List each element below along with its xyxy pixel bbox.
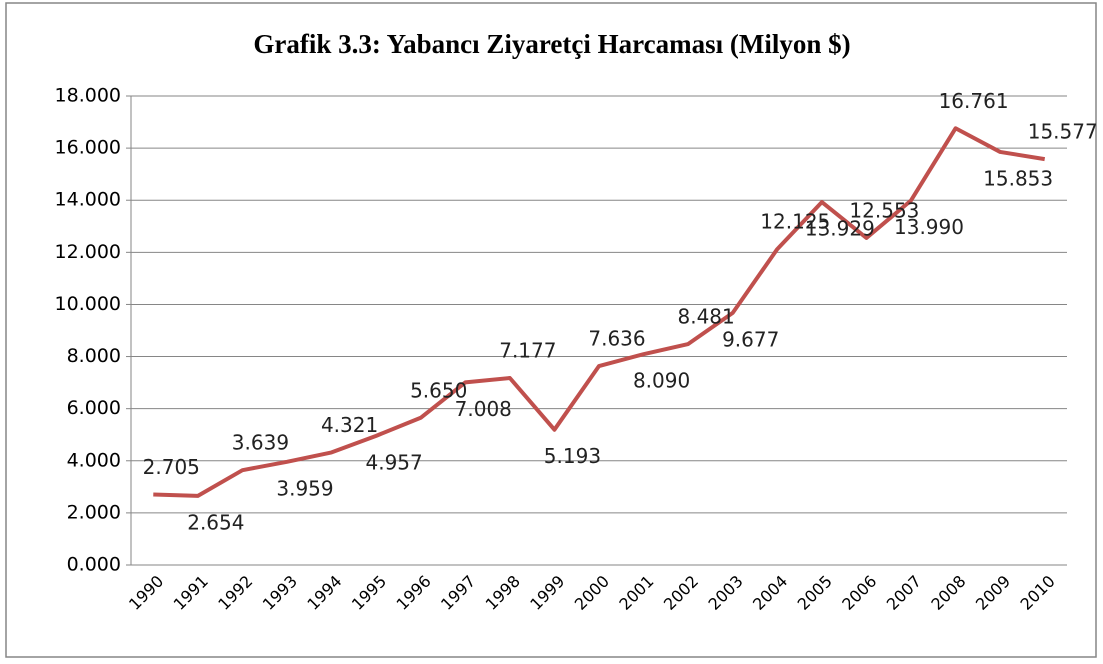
- data-label: 8.090: [633, 369, 690, 393]
- y-tick-label: 14.000: [55, 189, 121, 211]
- y-tick-label: 12.000: [55, 241, 121, 263]
- data-label: 5.650: [410, 378, 467, 402]
- y-tick-label: 16.000: [55, 137, 121, 159]
- data-label: 7.008: [455, 397, 512, 421]
- y-tick-label: 18.000: [55, 85, 121, 107]
- y-tick-label: 10.000: [55, 293, 121, 315]
- data-label: 16.761: [939, 89, 1009, 113]
- data-label: 15.853: [983, 166, 1053, 190]
- data-label: 13.929: [805, 217, 875, 241]
- data-label: 5.193: [544, 444, 601, 468]
- data-label: 13.990: [894, 215, 964, 239]
- data-label: 2.705: [143, 455, 200, 479]
- data-label: 3.959: [276, 476, 333, 500]
- y-tick-label: 0.000: [67, 554, 121, 576]
- data-label: 4.957: [366, 450, 423, 474]
- data-label: 7.177: [499, 338, 556, 362]
- data-label: 12.553: [849, 198, 919, 222]
- y-tick-label: 4.000: [67, 449, 121, 471]
- y-tick-label: 8.000: [67, 345, 121, 367]
- line: [153, 126, 1046, 498]
- y-tick-label: 2.000: [67, 501, 121, 523]
- data-label: 4.321: [321, 413, 378, 437]
- data-label: 7.636: [588, 327, 645, 351]
- data-label: 8.481: [678, 305, 735, 329]
- chart-frame: [5, 2, 1097, 658]
- data-label: 9.677: [722, 327, 779, 351]
- data-label: 15.577: [1028, 120, 1098, 144]
- chart-title: Grafik 3.3: Yabancı Ziyaretçi Harcaması …: [253, 29, 850, 59]
- data-label: 3.639: [232, 431, 289, 455]
- y-tick-label: 6.000: [67, 397, 121, 419]
- data-label: 12.125: [760, 210, 830, 234]
- data-label: 2.654: [187, 510, 244, 534]
